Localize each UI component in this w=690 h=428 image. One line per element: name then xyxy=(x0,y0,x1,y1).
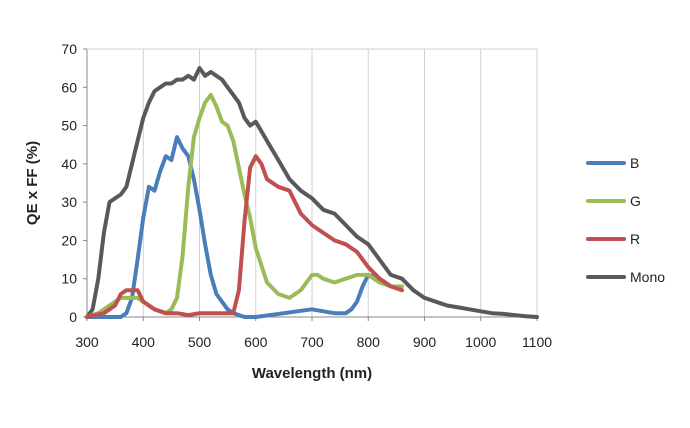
series-line-mono xyxy=(85,66,539,319)
y-tick-label: 60 xyxy=(61,79,77,95)
x-tick-label: 1000 xyxy=(465,334,496,350)
x-tick-label: 700 xyxy=(300,334,324,350)
y-tick-label: 40 xyxy=(61,156,77,172)
x-tick-label: 800 xyxy=(357,334,381,350)
y-axis-title: QE x FF (%) xyxy=(24,141,41,225)
y-tick-label: 70 xyxy=(61,41,77,57)
y-tick-label: 0 xyxy=(69,309,77,325)
legend-label-mono: Mono xyxy=(630,269,665,285)
tick-labels: 0 10 20 30 40 50 60 70 300 400 500 600 700 800 900 1000… xyxy=(61,41,552,350)
legend-label-g: G xyxy=(630,193,641,209)
x-tick-label: 600 xyxy=(244,334,268,350)
y-tick-label: 20 xyxy=(61,232,77,248)
y-tick-label: 50 xyxy=(61,118,77,134)
y-tick-label: 10 xyxy=(61,271,77,287)
legend-label-r: R xyxy=(630,231,640,247)
y-tick-label: 30 xyxy=(61,194,77,210)
x-tick-label: 300 xyxy=(75,334,99,350)
plot-series xyxy=(85,66,539,319)
series-line-r xyxy=(85,154,404,319)
x-axis-title: Wavelength (nm) xyxy=(252,365,372,382)
grid xyxy=(86,49,538,317)
legend-label-b: B xyxy=(630,155,639,171)
series-line-b xyxy=(85,135,393,319)
x-tick-label: 500 xyxy=(188,334,212,350)
x-tick-label: 400 xyxy=(132,334,156,350)
legend: B G R Mono xyxy=(586,155,665,285)
x-tick-label: 900 xyxy=(413,334,437,350)
x-tick-label: 1100 xyxy=(522,334,552,350)
